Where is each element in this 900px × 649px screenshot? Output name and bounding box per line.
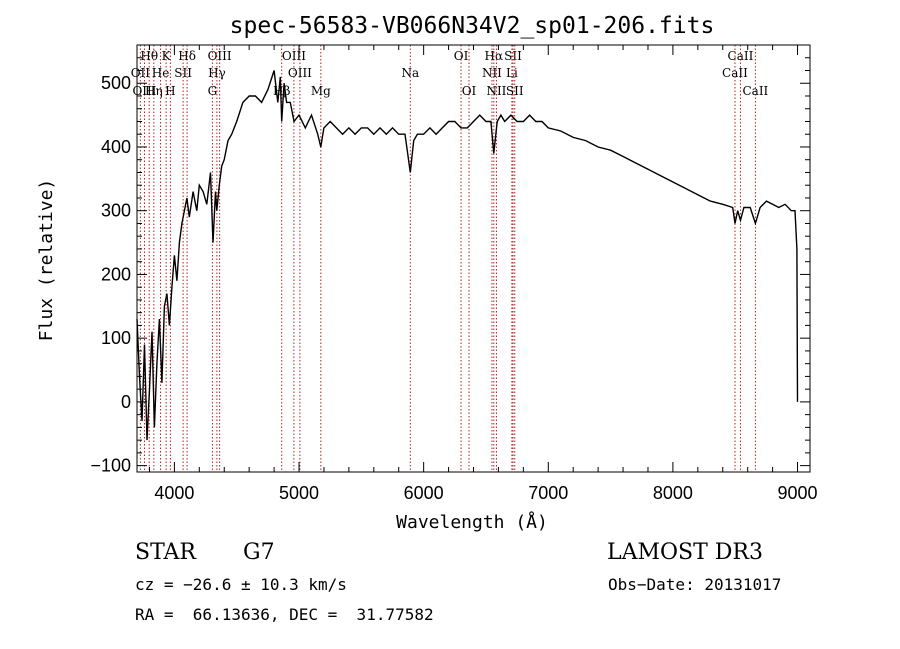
observation-date: Obs−Date: 20131017 bbox=[608, 575, 782, 594]
x-tick-label-2: 6000 bbox=[404, 483, 444, 503]
line-marker-label-7: SII bbox=[174, 66, 192, 80]
y-tick-label-5: 400 bbox=[101, 137, 131, 157]
line-marker-label-3: Hη bbox=[145, 84, 163, 98]
y-tick-label-4: 300 bbox=[101, 201, 131, 221]
line-marker-label-8: Hδ bbox=[178, 49, 196, 63]
x-tick-label-0: 4000 bbox=[154, 483, 194, 503]
line-marker-label-19: Hα bbox=[485, 49, 504, 63]
y-tick-label-6: 500 bbox=[101, 73, 131, 93]
line-marker-label-17: OI bbox=[454, 49, 469, 63]
y-tick-label-1: 0 bbox=[121, 392, 131, 412]
line-marker-label-9: OIII bbox=[208, 49, 232, 63]
x-tick-label-1: 5000 bbox=[279, 483, 319, 503]
x-axis-label: Wavelength (Å) bbox=[396, 511, 548, 533]
plot-frame bbox=[136, 44, 811, 473]
redshift-velocity: cz = −26.6 ± 10.3 km/s bbox=[135, 575, 347, 594]
y-tick-label-2: 100 bbox=[101, 328, 131, 348]
x-tick-label-5: 9000 bbox=[778, 483, 818, 503]
line-marker-label-14: OIII bbox=[288, 66, 312, 80]
sky-coordinates: RA = 66.13636, DEC = 31.77582 bbox=[135, 605, 434, 624]
x-tick-label-3: 7000 bbox=[528, 483, 568, 503]
y-tick-label-0: −100 bbox=[90, 456, 131, 476]
x-tick-label-4: 8000 bbox=[653, 483, 693, 503]
line-marker-label-2: OIII bbox=[132, 84, 156, 98]
line-marker-label-0: Hθ bbox=[140, 49, 158, 63]
object-subclass: G7 bbox=[243, 540, 275, 565]
line-marker-label-27: CaII bbox=[742, 84, 768, 98]
axis-ticks: 4000 5000 6000 7000 8000 9000 −100 0 100 200 300 40… bbox=[90, 45, 818, 503]
line-marker-label-10: Hγ bbox=[208, 66, 226, 80]
line-marker-label-21: NII bbox=[486, 84, 506, 98]
line-marker-label-5: K bbox=[162, 49, 172, 63]
line-marker-label-22: SII bbox=[504, 49, 522, 63]
y-tick-label-3: 200 bbox=[101, 264, 131, 284]
line-marker-label-6: H bbox=[165, 84, 175, 98]
y-axis-label: Flux (relative) bbox=[36, 179, 57, 342]
line-marker-label-1: OII bbox=[131, 66, 151, 80]
chart-title: spec-56583-VB066N34V2_sp01-206.fits bbox=[230, 13, 715, 39]
spectrum-series-line bbox=[136, 70, 799, 441]
line-marker-label-23: Li bbox=[506, 66, 518, 80]
line-marker-label-16: Na bbox=[401, 66, 419, 80]
line-marker-label-20: NII bbox=[482, 66, 502, 80]
line-marker-label-4: He bbox=[152, 66, 170, 80]
line-marker-label-11: G bbox=[208, 84, 218, 98]
survey-release: LAMOST DR3 bbox=[607, 540, 763, 565]
object-class: STAR bbox=[135, 540, 196, 565]
line-marker-label-24: SII bbox=[506, 84, 524, 98]
line-marker-label-18: OI bbox=[462, 84, 477, 98]
line-marker-label-13: OIII bbox=[282, 49, 306, 63]
line-marker-label-26: CaII bbox=[722, 66, 748, 80]
line-marker-label-25: CaII bbox=[728, 49, 754, 63]
line-marker-label-15: Mg bbox=[311, 84, 331, 98]
